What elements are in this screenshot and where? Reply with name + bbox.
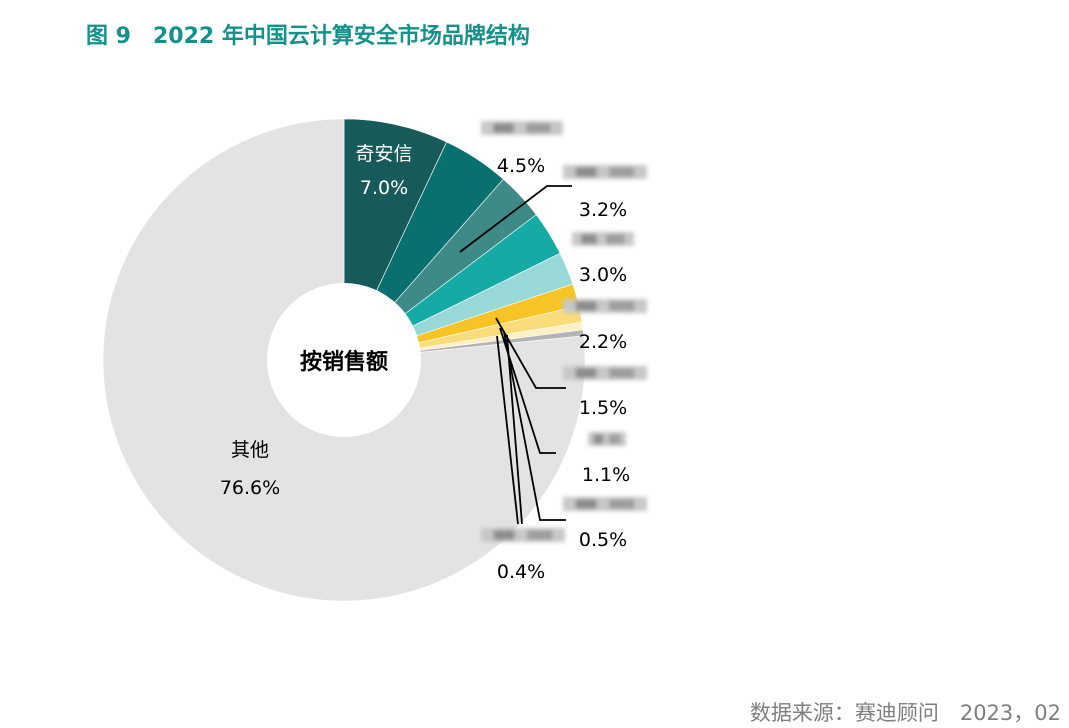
slice-name-8 [481, 528, 565, 542]
slice-name-6 [588, 432, 626, 446]
slice-name-1 [481, 121, 563, 135]
leader-line-8 [506, 334, 523, 525]
leader-line-2 [459, 185, 572, 253]
pie-chart: 按销售额 奇安信 7.0% 其他 76.6% 4.5% 3.2% 3.0% 2.2% 1.5% 1.… [102, 118, 647, 602]
pie-slice-9 [102, 118, 586, 602]
leader-line-8b [496, 335, 519, 525]
slice-label-0: 奇安信 [355, 143, 412, 165]
slice-value-0: 7.0% [360, 177, 408, 199]
slice-label-9: 其他 [231, 439, 269, 461]
slice-value-1: 4.5% [497, 155, 545, 177]
slice-value-5: 1.5% [579, 397, 627, 419]
slice-name-3 [572, 232, 634, 246]
donut-hole [267, 283, 421, 437]
leader-line-6 [499, 327, 556, 454]
slice-name-5 [563, 366, 647, 380]
slice-value-2: 3.2% [579, 199, 627, 221]
leader-line-5 [495, 317, 566, 389]
slice-name-7 [563, 497, 647, 511]
slice-value-3: 3.0% [579, 264, 627, 286]
leader-line-7 [503, 331, 566, 521]
figure-title: 图 9 2022 年中国云计算安全市场品牌结构 [86, 24, 530, 49]
center-label: 按销售额 [300, 349, 388, 375]
slice-value-6: 1.1% [582, 464, 630, 486]
slice-value-8: 0.4% [497, 561, 545, 583]
slice-value-4: 2.2% [579, 331, 627, 353]
data-source-note: 数据来源：赛迪顾问 2023，02 [749, 701, 1061, 725]
slice-name-2 [563, 165, 647, 179]
slice-value-7: 0.5% [579, 529, 627, 551]
slice-value-9: 76.6% [220, 477, 280, 499]
slice-name-4 [563, 299, 647, 313]
